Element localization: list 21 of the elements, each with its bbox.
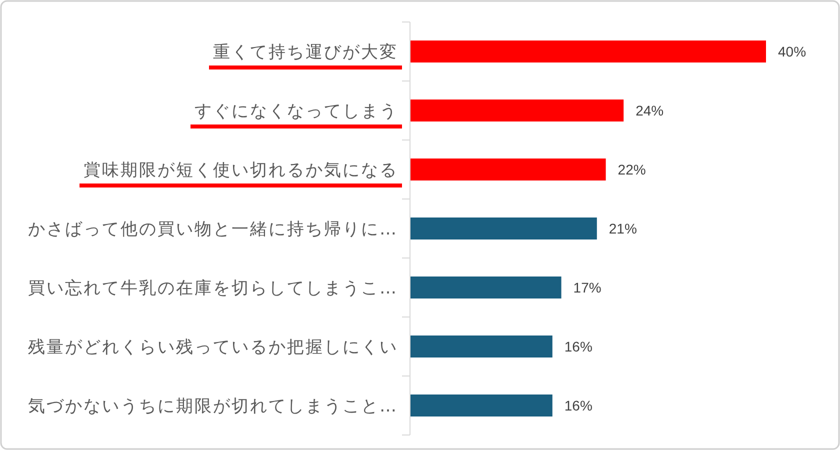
- bar: [410, 158, 606, 180]
- data-label: 21%: [608, 220, 637, 236]
- bar: [410, 40, 766, 62]
- data-label: 16%: [564, 338, 592, 354]
- data-label: 22%: [618, 162, 646, 178]
- y-tick-label: すぐになくなってしまう: [194, 102, 398, 122]
- data-label: 24%: [636, 102, 664, 118]
- data-label: 40%: [778, 44, 806, 60]
- y-tick-label: かさばって他の買い物と一緒に持ち帰りに…: [28, 220, 398, 240]
- bar: [410, 336, 552, 358]
- y-tick-label: 残量がどれくらい残っているか把握しにくい: [28, 338, 398, 358]
- data-label: 16%: [564, 398, 592, 414]
- bar: [410, 394, 552, 416]
- bar: [410, 218, 597, 240]
- y-tick-label: 買い忘れて牛乳の在庫を切らしてしまうこ…: [28, 278, 398, 298]
- y-tick-label: 賞味期限が短く使い切れるか気になる: [84, 160, 398, 180]
- y-tick-label: 気づかないうちに期限が切れてしまうこと…: [28, 396, 398, 416]
- bar: [410, 100, 624, 122]
- y-tick-label: 重くて持ち運びが大変: [213, 42, 398, 62]
- data-label: 17%: [573, 280, 602, 296]
- bar: [410, 276, 562, 298]
